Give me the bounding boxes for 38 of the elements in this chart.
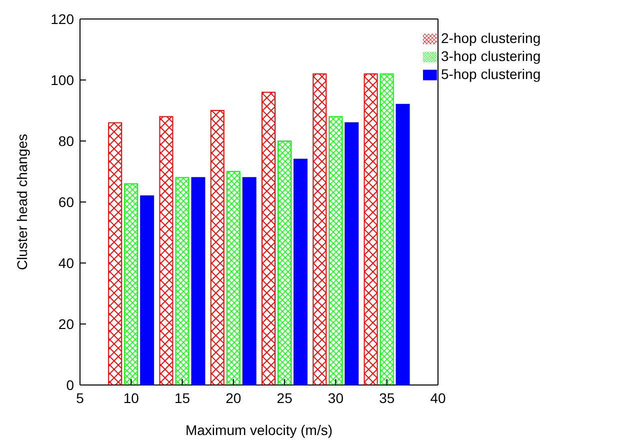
bar: [328, 116, 343, 385]
y-tick-label: 20: [58, 316, 74, 332]
bar: [124, 183, 138, 385]
bar: [312, 73, 327, 385]
y-tick-label: 40: [58, 254, 74, 271]
bar: [108, 122, 122, 385]
x-axis-title: Maximum velocity (m/s): [185, 422, 333, 438]
x-tick-label: 30: [328, 390, 344, 406]
bar: [262, 92, 276, 385]
legend-label: 2-hop clustering: [441, 30, 541, 46]
bar: [191, 177, 206, 385]
bar: [396, 104, 410, 385]
y-axis-title: Cluster head changes: [14, 134, 30, 270]
bar: [175, 177, 190, 385]
bar: [380, 73, 394, 385]
legend-label: 5-hop clustering: [441, 66, 541, 82]
bar: [140, 195, 154, 385]
y-tick-label: 60: [58, 194, 74, 210]
x-tick-label: 5: [76, 390, 84, 406]
x-tick-label: 15: [174, 390, 190, 406]
bar: [278, 140, 292, 385]
bar: [242, 177, 256, 385]
bar: [294, 158, 308, 385]
bar: [344, 122, 359, 385]
bar: [226, 171, 240, 385]
y-tick-label: 120: [50, 10, 74, 27]
legend-label: 3-hop clustering: [441, 48, 541, 64]
bar: [159, 116, 174, 385]
x-tick-label: 40: [430, 390, 446, 406]
bar: [210, 110, 224, 385]
x-tick-label: 25: [276, 390, 293, 406]
x-tick-label: 20: [226, 390, 242, 406]
y-tick-label: 0: [66, 376, 74, 393]
x-tick-label: 35: [379, 390, 395, 406]
y-tick-label: 80: [58, 132, 74, 149]
bar: [364, 73, 378, 385]
y-tick-label: 100: [50, 72, 74, 88]
x-tick-label: 10: [123, 390, 140, 406]
